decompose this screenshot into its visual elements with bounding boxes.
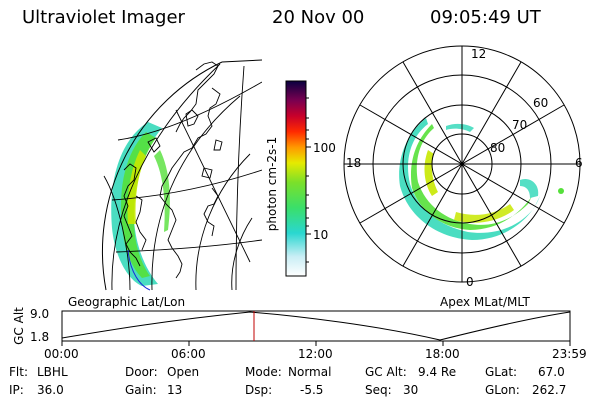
geographic-aurora — [111, 122, 170, 286]
lat-label-70: 70 — [512, 118, 528, 132]
lat-label-80: 80 — [490, 141, 506, 155]
colorbar-ticks — [306, 97, 311, 263]
mlt-label-12: 12 — [471, 47, 487, 61]
lat-label-60: 60 — [533, 96, 549, 110]
altitude-plot — [61, 310, 571, 346]
altitude-curve — [61, 311, 571, 341]
altitude-xtick-4: 23:59 — [552, 347, 587, 361]
altitude-ytick-max: 9.0 — [30, 307, 50, 321]
status-mode-key: Mode: — [245, 365, 282, 379]
status-gcalt-val: 9.4 Re — [418, 365, 457, 379]
status-gain-val: 13 — [167, 383, 183, 397]
geographic-globe — [101, 59, 262, 291]
status-ip-val: 36.0 — [37, 383, 64, 397]
altitude-xtick-2: 12:00 — [298, 347, 333, 361]
status-gain-key: Gain: — [125, 383, 157, 397]
colorbar — [285, 80, 307, 277]
status-dsp-val: -5.5 — [300, 383, 324, 397]
apex-label: Apex MLat/MLT — [440, 295, 530, 309]
status-glat-key: GLat: — [485, 365, 518, 379]
status-flt-key: Flt: — [9, 365, 28, 379]
polar-plot — [343, 45, 581, 283]
altitude-ylabel: GC Alt — [12, 307, 26, 345]
time-label: 09:05:49 UT — [430, 7, 541, 28]
mlt-label-0: 0 — [466, 275, 474, 289]
status-door-val: Open — [167, 365, 200, 379]
status-flt-val: LBHL — [37, 365, 68, 379]
status-mode-val: Normal — [288, 365, 332, 379]
altitude-xtick-0: 00:00 — [44, 347, 79, 361]
status-seq-key: Seq: — [365, 383, 392, 397]
status-glon-key: GLon: — [485, 383, 520, 397]
mlt-label-18: 18 — [346, 156, 362, 170]
status-seq-val: 30 — [403, 383, 419, 397]
status-dsp-key: Dsp: — [245, 383, 273, 397]
altitude-xtick-3: 18:00 — [425, 347, 460, 361]
altitude-xtick-1: 06:00 — [171, 347, 206, 361]
status-glat-val: 67.0 — [538, 365, 565, 379]
geographic-label: Geographic Lat/Lon — [68, 295, 186, 309]
colorbar-label: photon cm-2s-1 — [265, 136, 279, 232]
status-door-key: Door: — [125, 365, 158, 379]
colorbar-tick-10: 10 — [313, 228, 329, 242]
status-gcalt-key: GC Alt: — [365, 365, 407, 379]
date-label: 20 Nov 00 — [272, 7, 365, 28]
polar-aurora — [399, 118, 564, 240]
status-ip-key: IP: — [9, 383, 24, 397]
status-glon-val: 262.7 — [532, 383, 567, 397]
instrument-title: Ultraviolet Imager — [22, 7, 185, 28]
mlt-label-6: 6 — [575, 156, 583, 170]
colorbar-tick-100: 100 — [313, 141, 336, 155]
altitude-ytick-min: 1.8 — [30, 330, 50, 344]
